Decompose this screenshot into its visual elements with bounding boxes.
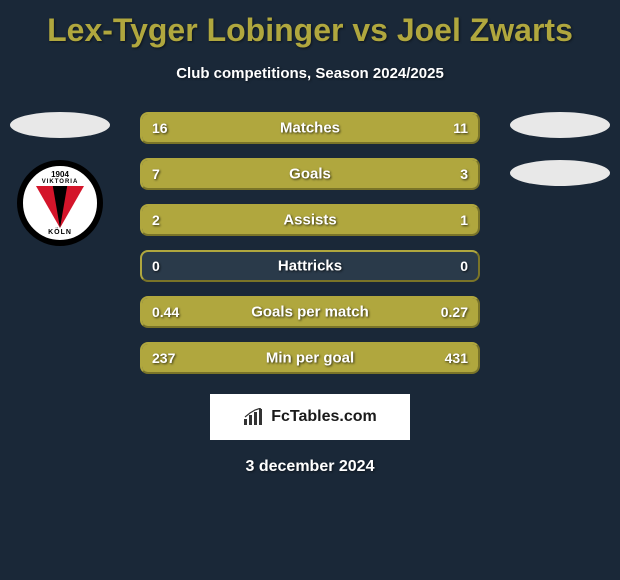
stat-bar: 0.44 Goals per match 0.27 [140,296,480,328]
right-player-column [500,112,620,186]
comparison-container: 1904 VIKTORIA KÖLN 16 Matches 11 7 Goals… [0,112,620,374]
stat-label: Assists [283,212,336,229]
stat-bar: 7 Goals 3 [140,158,480,190]
player-right-ellipse-2 [510,160,610,186]
stat-bar: 0 Hattricks 0 [140,250,480,282]
stat-value-left: 2 [152,212,160,228]
stat-label: Goals per match [251,304,369,321]
stat-value-right: 11 [453,120,468,136]
stat-value-right: 0 [460,258,468,274]
stat-value-left: 16 [152,120,168,136]
stat-value-right: 1 [460,212,468,228]
left-player-column: 1904 VIKTORIA KÖLN [0,112,120,246]
stat-bar: 237 Min per goal 431 [140,342,480,374]
page-title: Lex-Tyger Lobinger vs Joel Zwarts [0,0,620,49]
stat-value-right: 3 [460,166,468,182]
badge-v-icon [36,186,84,228]
logo-text: FcTables.com [271,408,377,426]
player-right-ellipse-1 [510,112,610,138]
player-left-ellipse [10,112,110,138]
stat-value-left: 7 [152,166,160,182]
badge-text-top: VIKTORIA [42,179,79,185]
subtitle: Club competitions, Season 2024/2025 [0,65,620,82]
stat-value-right: 431 [445,350,468,366]
stat-value-left: 0.44 [152,304,179,320]
fctables-logo: FcTables.com [210,394,410,440]
date-text: 3 december 2024 [0,458,620,476]
stat-value-left: 237 [152,350,175,366]
stat-label: Matches [280,120,340,137]
badge-year: 1904 [51,170,69,179]
bar-chart-icon [243,408,265,426]
club-badge-left: 1904 VIKTORIA KÖLN [17,160,103,246]
stat-label: Min per goal [266,350,354,367]
stat-bars: 16 Matches 11 7 Goals 3 2 Assists 1 0 Ha… [140,112,480,374]
stat-bar: 2 Assists 1 [140,204,480,236]
bar-fill-left [142,160,377,188]
stat-label: Hattricks [278,258,342,275]
badge-text-bottom: KÖLN [48,229,72,236]
stat-bar: 16 Matches 11 [140,112,480,144]
stat-value-left: 0 [152,258,160,274]
stat-value-right: 0.27 [441,304,468,320]
stat-label: Goals [289,166,331,183]
